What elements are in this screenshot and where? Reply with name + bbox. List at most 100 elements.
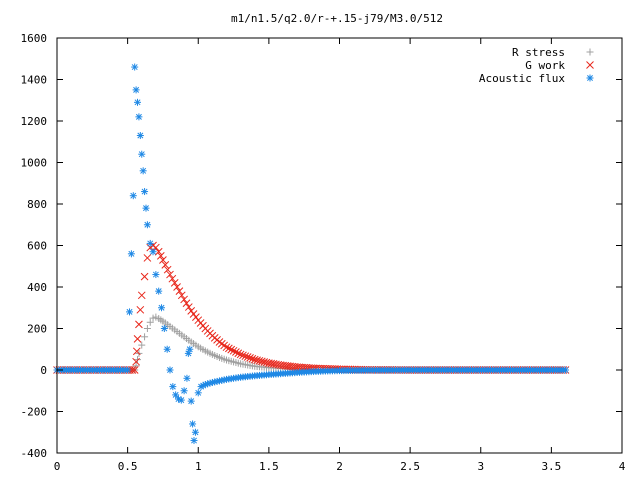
legend-label: Acoustic flux <box>479 72 565 85</box>
data-point <box>248 354 257 363</box>
y-tick-label: 600 <box>27 240 47 253</box>
data-point <box>155 287 163 295</box>
x-tick-label: 4 <box>619 460 626 473</box>
data-point <box>241 352 250 361</box>
series-acoustic-flux <box>53 63 569 445</box>
data-point <box>168 274 177 283</box>
y-tick-label: 200 <box>27 323 47 336</box>
data-point <box>124 366 132 374</box>
data-point <box>180 295 188 304</box>
y-tick-label: 1600 <box>21 32 48 45</box>
data-point <box>562 366 569 374</box>
data-point <box>172 391 180 399</box>
data-point <box>130 366 139 374</box>
y-tick-label: 800 <box>27 198 47 211</box>
data-point <box>187 397 195 405</box>
data-point <box>161 261 170 269</box>
data-point <box>132 86 140 94</box>
data-point <box>146 318 154 326</box>
data-point <box>152 271 160 279</box>
x-tick-label: 1.5 <box>259 460 279 473</box>
data-point <box>170 278 179 287</box>
plot-frame <box>56 37 623 454</box>
data-point <box>132 357 140 366</box>
data-point <box>160 325 168 332</box>
series-r-stress <box>53 313 569 374</box>
data-point <box>163 345 171 353</box>
data-point <box>143 254 152 262</box>
data-point <box>156 252 165 260</box>
data-point <box>250 355 259 364</box>
x-tick-label: 0 <box>54 460 61 473</box>
y-tick-label: 400 <box>27 281 47 294</box>
data-point <box>133 335 142 343</box>
axes: 0 0.5 1 1.5 2 2.5 3 3.5 4 -400 -200 0 200 400 600 800 10… <box>21 32 626 473</box>
data-point <box>190 437 198 445</box>
data-point <box>154 247 163 256</box>
x-tick-label: 2.5 <box>400 460 420 473</box>
data-point <box>141 333 149 341</box>
data-point <box>138 341 146 349</box>
data-point <box>227 345 236 354</box>
data-point <box>136 132 144 140</box>
data-point <box>146 239 154 247</box>
data-point <box>189 310 198 318</box>
data-point <box>180 387 188 395</box>
y-tick-label: 0 <box>40 364 47 377</box>
legend-marker <box>586 74 594 82</box>
data-point <box>127 250 135 258</box>
data-point <box>173 283 181 291</box>
data-point <box>192 313 200 321</box>
data-point <box>166 270 174 279</box>
y-tick-label: 1400 <box>21 74 48 87</box>
data-point <box>163 265 172 274</box>
plot-marks <box>53 63 570 445</box>
data-point <box>131 63 139 71</box>
data-point <box>139 167 147 175</box>
data-point <box>140 272 149 281</box>
data-point <box>132 347 141 356</box>
data-point <box>166 366 174 374</box>
y-tick-label: 1200 <box>21 115 48 128</box>
data-point <box>129 192 137 200</box>
data-point <box>262 358 271 367</box>
data-point <box>191 428 199 436</box>
data-point <box>175 287 184 296</box>
y-tick-label: -200 <box>21 406 48 419</box>
data-point <box>194 389 202 397</box>
data-point <box>246 354 254 362</box>
data-point <box>169 383 177 391</box>
legend-marker <box>586 61 594 69</box>
data-point <box>243 353 252 361</box>
data-point <box>234 349 243 358</box>
data-point <box>134 98 142 106</box>
data-point <box>229 346 238 355</box>
x-tick-label: 3.5 <box>541 460 561 473</box>
series-g-work <box>53 241 570 374</box>
data-point <box>126 308 134 316</box>
data-point <box>141 188 149 196</box>
legend-marker <box>586 48 594 56</box>
data-point <box>182 299 191 308</box>
data-point <box>189 420 197 428</box>
x-tick-label: 2 <box>336 460 343 473</box>
data-point <box>274 360 283 369</box>
chart-title: m1/n1.5/q2.0/r-+.15-j79/M3.0/512 <box>231 12 443 25</box>
data-point <box>225 344 233 353</box>
data-point <box>136 305 145 314</box>
data-point <box>184 303 193 311</box>
data-point <box>177 396 185 404</box>
data-point <box>149 248 157 256</box>
y-tick-label: -400 <box>21 447 48 460</box>
legend-label: R stress <box>512 46 565 59</box>
data-point <box>143 221 151 229</box>
data-point <box>186 345 194 353</box>
data-point <box>255 356 264 365</box>
data-point <box>265 359 273 368</box>
data-point <box>183 374 191 382</box>
legend-label: G work <box>525 59 565 72</box>
data-point <box>257 357 266 366</box>
x-tick-label: 1 <box>195 460 202 473</box>
